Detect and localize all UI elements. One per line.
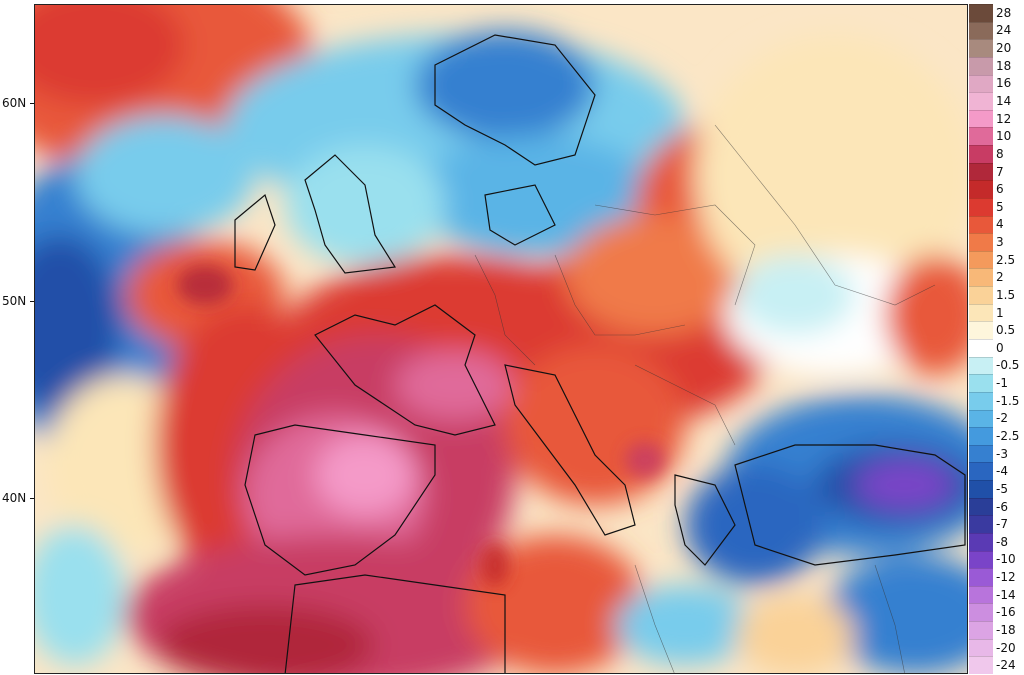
anomaly-map: [34, 4, 968, 674]
legend-label: 18: [996, 58, 1012, 73]
lat-label-40n: 40N: [2, 491, 27, 505]
legend-label: 28: [996, 5, 1012, 20]
legend-swatch: [969, 321, 993, 339]
legend-swatch: [969, 127, 993, 146]
legend-label: -20: [996, 640, 1016, 655]
legend-swatch: [969, 92, 993, 110]
legend-label: 2.5: [996, 252, 1016, 267]
legend-swatch: [969, 515, 993, 533]
legend-label: 3: [996, 235, 1004, 250]
lat-tick-60n: [30, 103, 34, 104]
legend-swatch: [969, 550, 993, 569]
legend-swatch: [969, 374, 993, 392]
legend-swatch: [969, 56, 993, 75]
color-legend: [969, 4, 993, 674]
legend-label: 7: [996, 164, 1004, 179]
legend-label: -0.5: [996, 358, 1020, 373]
legend-swatch: [969, 444, 993, 463]
legend-swatch: [969, 4, 993, 22]
legend-label: -16: [996, 605, 1016, 620]
borders: [474, 124, 936, 673]
legend-swatch: [969, 585, 993, 604]
legend-swatch: [969, 621, 993, 639]
lat-tick-50n: [30, 301, 34, 302]
legend-swatch: [969, 656, 993, 674]
legend-swatch: [969, 109, 993, 128]
legend-label: -1.5: [996, 393, 1020, 408]
legend-swatch: [969, 462, 993, 481]
legend-swatch: [969, 21, 993, 40]
legend-label: 5: [996, 199, 1004, 214]
legend-label: 0: [996, 340, 1004, 355]
legend-label: 1.5: [996, 287, 1016, 302]
legend-label: 20: [996, 41, 1012, 56]
legend-label: -4: [996, 464, 1008, 479]
legend-label: -10: [996, 552, 1016, 567]
legend-label: -2: [996, 411, 1008, 426]
legend-swatch: [969, 39, 993, 57]
legend-swatch: [969, 339, 993, 357]
legend-label: -2.5: [996, 428, 1020, 443]
legend-swatch: [969, 603, 993, 622]
legend-swatch: [969, 480, 993, 498]
legend-swatch: [969, 180, 993, 198]
legend-swatch: [969, 303, 993, 322]
legend-label: -7: [996, 517, 1008, 532]
legend-swatch: [969, 409, 993, 428]
legend-label: -3: [996, 446, 1008, 461]
legend-label: -8: [996, 534, 1008, 549]
legend-swatch: [969, 568, 993, 586]
legend-swatch: [969, 197, 993, 216]
legend-swatch: [969, 233, 993, 251]
legend-label: 2: [996, 270, 1004, 285]
coastlines: [234, 34, 966, 673]
legend-label: 12: [996, 111, 1012, 126]
legend-label: -6: [996, 499, 1008, 514]
anomaly-field: [35, 5, 967, 673]
legend-label: -18: [996, 622, 1016, 637]
lat-tick-40n: [30, 498, 34, 499]
legend-swatch: [969, 268, 993, 287]
legend-swatch: [969, 145, 993, 163]
legend-swatch: [969, 532, 993, 551]
legend-label: -14: [996, 587, 1016, 602]
legend-swatch: [969, 250, 993, 269]
legend-label: -5: [996, 481, 1008, 496]
legend-label: 8: [996, 146, 1004, 161]
legend-swatch: [969, 391, 993, 410]
legend-label: 1: [996, 305, 1004, 320]
legend-swatch: [969, 427, 993, 445]
legend-swatch: [969, 286, 993, 304]
legend-swatch: [969, 162, 993, 181]
legend-label: -1: [996, 376, 1008, 391]
lat-label-50n: 50N: [2, 294, 27, 308]
legend-label: -24: [996, 658, 1016, 673]
legend-swatch: [969, 215, 993, 234]
legend-swatch: [969, 356, 993, 375]
legend-label: 24: [996, 23, 1012, 38]
lat-label-60n: 60N: [2, 96, 27, 110]
legend-label: 14: [996, 93, 1012, 108]
legend-label: 0.5: [996, 323, 1016, 338]
legend-swatch: [969, 497, 993, 516]
legend-label: 10: [996, 129, 1012, 144]
legend-swatch: [969, 74, 993, 93]
legend-label: -12: [996, 570, 1016, 585]
legend-label: 16: [996, 76, 1012, 91]
legend-swatch: [969, 638, 993, 657]
legend-label: 4: [996, 217, 1004, 232]
legend-label: 6: [996, 182, 1004, 197]
